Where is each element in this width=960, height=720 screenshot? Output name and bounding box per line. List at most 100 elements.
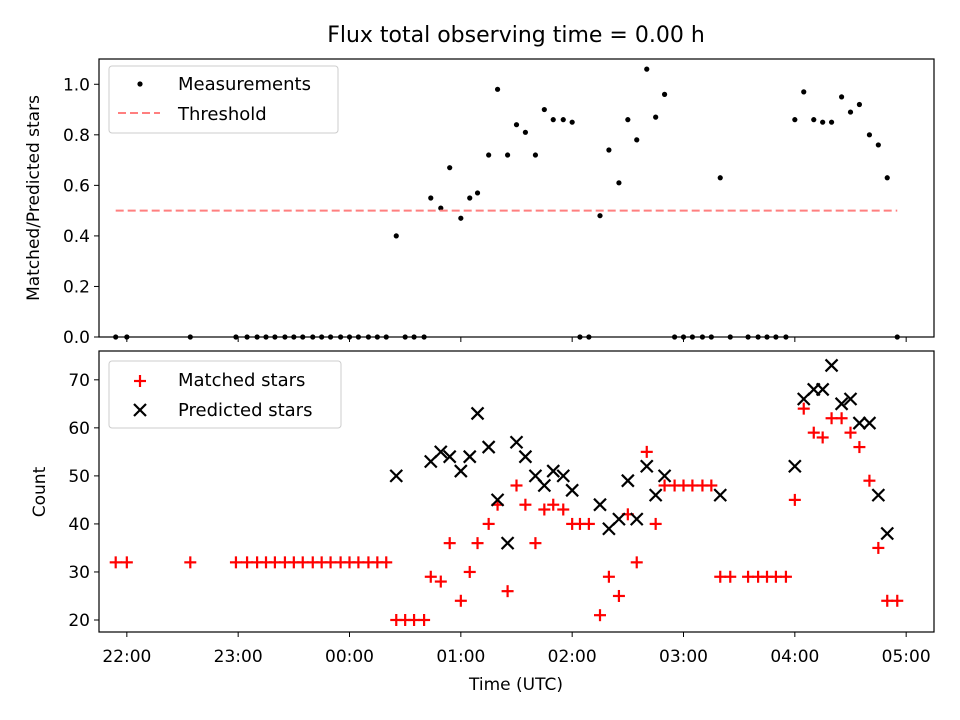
predicted-stars-point — [556, 469, 571, 483]
top-y-tick-label: 0.4 — [63, 227, 90, 247]
matched-stars-point — [184, 556, 197, 569]
bottom-y-axis-label: Count — [30, 466, 50, 517]
top-legend: Measurements Threshold — [108, 65, 339, 134]
predicted-stars-point — [852, 416, 867, 430]
matched-stars-point — [582, 517, 595, 530]
matched-stars-point — [529, 537, 542, 550]
measurement-point — [486, 152, 492, 158]
measurement-point — [717, 175, 723, 181]
top-chart-title: Flux total observing time = 0.00 h — [327, 23, 705, 48]
matched-stars-point — [296, 556, 309, 569]
predicted-stars-point — [612, 512, 626, 526]
x-tick-label: 01:00 — [436, 647, 485, 667]
measurement-point — [522, 129, 529, 135]
matched-stars-point — [630, 556, 643, 569]
measurement-point — [644, 66, 650, 72]
matched-stars-point — [352, 556, 365, 569]
measurement-point — [393, 233, 399, 239]
predicted-stars-point — [824, 358, 839, 373]
top-y-tick-label: 0.8 — [63, 126, 90, 146]
predicted-stars-point — [481, 440, 496, 454]
predicted-stars-point — [862, 416, 877, 430]
predicted-stars-point — [843, 392, 858, 406]
predicted-stars-point — [537, 478, 552, 493]
matched-stars-point — [510, 479, 523, 492]
matched-stars-point — [443, 537, 456, 550]
matched-stars-point — [380, 556, 393, 569]
measurement-point — [494, 86, 501, 92]
x-tick-label: 03:00 — [659, 647, 708, 667]
measurement-point — [847, 109, 854, 115]
measurement-point — [532, 152, 539, 158]
bottom-y-tick-label: 40 — [68, 515, 90, 535]
predicted-stars-point — [815, 382, 830, 397]
top-axes-frame — [98, 58, 935, 338]
legend-predicted-label: Predicted stars — [178, 400, 312, 421]
legend-measurements-marker — [137, 81, 143, 87]
measurement-point — [634, 137, 640, 143]
matched-stars-point — [724, 570, 737, 583]
predicted-stars-point — [871, 488, 886, 502]
top-y-tick-label: 1.0 — [63, 75, 90, 95]
predicted-stars-point — [454, 464, 468, 478]
bottom-y-tick-label: 50 — [68, 467, 90, 487]
matched-stars-point — [418, 613, 431, 626]
top-legend-frame — [108, 65, 339, 134]
matched-stars-point — [408, 613, 421, 626]
x-tick-label: 02:00 — [548, 647, 597, 667]
matched-stars-point — [557, 503, 570, 516]
measurement-point — [458, 215, 464, 221]
top-y-tick-label: 0.6 — [63, 176, 90, 196]
predicted-stars-point — [462, 449, 477, 464]
matched-stars-point — [863, 474, 876, 487]
bottom-y-tick-label: 20 — [68, 611, 90, 631]
x-tick-label: 04:00 — [770, 647, 819, 667]
legend-threshold-label: Threshold — [177, 104, 267, 125]
measurement-point — [438, 205, 444, 211]
predicted-stars-point — [500, 536, 515, 550]
legend-measurements-label: Measurements — [178, 74, 311, 95]
matched-stars-point — [612, 589, 625, 602]
matched-stars-point — [835, 412, 848, 425]
matched-stars-point — [538, 503, 551, 516]
predicted-stars-point — [621, 473, 635, 488]
measurement-point — [866, 132, 873, 138]
matched-stars-point — [881, 594, 894, 607]
measurement-point — [884, 175, 890, 181]
matched-stars-point — [519, 498, 532, 511]
matched-stars-point — [853, 441, 866, 454]
measurement-point — [428, 195, 434, 201]
matched-stars-point — [120, 556, 133, 569]
measurement-point — [513, 122, 520, 128]
bottom-legend-frame — [108, 360, 342, 429]
measurement-point — [467, 195, 473, 201]
matched-stars-point — [788, 493, 801, 506]
predicted-stars-point — [657, 469, 672, 483]
predicted-stars-point — [593, 497, 607, 512]
bottom-y-tick-label: 70 — [68, 371, 90, 391]
matched-stars-point — [424, 570, 437, 583]
matched-stars-point — [742, 570, 755, 583]
matched-stars-point — [434, 575, 447, 588]
matched-stars-point — [471, 537, 484, 550]
measurement-point — [801, 89, 807, 95]
matched-stars-point — [463, 565, 476, 578]
measurement-point — [550, 117, 556, 123]
measurement-point — [597, 213, 603, 219]
predicted-stars-point — [880, 526, 895, 541]
predicted-stars-point — [442, 449, 457, 464]
legend-matched-marker — [134, 375, 146, 387]
measurement-point — [828, 119, 835, 125]
measurement-point — [447, 165, 453, 171]
measurement-point — [616, 180, 622, 186]
x-tick-label: 00:00 — [325, 647, 374, 667]
bottom-panel: 20 30 40 50 60 70 22:00 23:00 00:00 01:00 02:00 03:… — [68, 350, 935, 667]
predicted-stars-point — [565, 483, 579, 498]
matched-stars-point — [602, 570, 615, 583]
predicted-stars-point — [434, 445, 448, 459]
matched-stars-point — [649, 517, 662, 530]
predicted-stars-point — [629, 512, 644, 526]
predicted-stars-point — [639, 459, 654, 474]
measurement-point — [856, 101, 863, 108]
matched-stars-point — [714, 570, 727, 583]
